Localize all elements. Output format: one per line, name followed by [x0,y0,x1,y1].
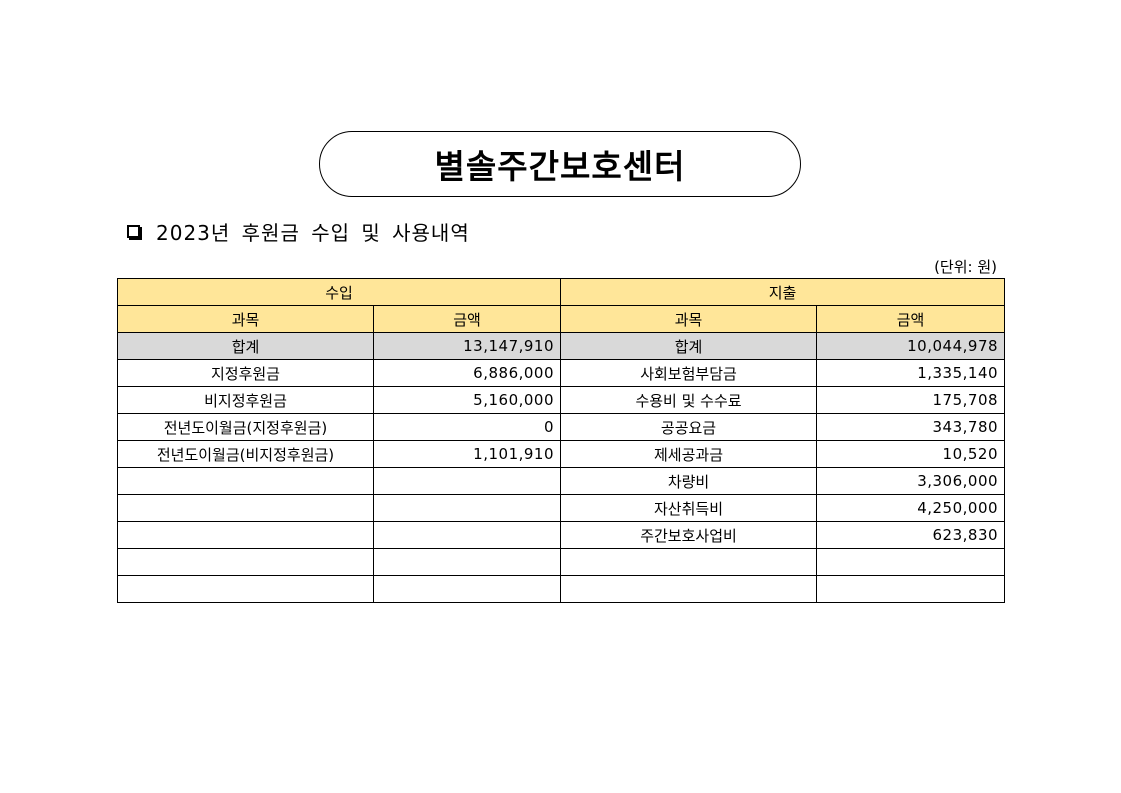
income-item: 전년도이월금(지정후원금) [117,413,374,441]
income-amount-header: 금액 [372,305,562,333]
expense-item: 차량비 [560,467,818,495]
section-heading-text: 2023년 후원금 수입 및 사용내역 [156,221,470,245]
unit-note: (단위: 원) [934,258,997,276]
checkbox-square-icon [127,225,140,238]
expense-total-amount: 10,044,978 [816,332,1006,360]
expense-item: 자산취득비 [560,494,818,522]
expense-amount: 1,335,140 [816,359,1006,387]
table-row: 비지정후원금 5,160,000 수용비 및 수수료 175,708 [117,386,1006,414]
table-row [117,548,1006,576]
expense-amount: 175,708 [816,386,1006,414]
income-amount: 6,886,000 [372,359,562,387]
expense-total-label: 합계 [560,332,818,360]
expense-item: 수용비 및 수수료 [560,386,818,414]
expense-item: 주간보호사업비 [560,521,818,549]
table-column-header-row: 과목 금액 과목 금액 [117,305,1006,333]
income-amount: 5,160,000 [372,386,562,414]
income-item [117,548,374,576]
expense-item-header: 과목 [560,305,818,333]
expense-item [560,575,818,603]
income-amount [372,494,562,522]
table-row: 차량비 3,306,000 [117,467,1006,495]
table-row: 자산취득비 4,250,000 [117,494,1006,522]
expense-amount: 3,306,000 [816,467,1006,495]
income-item [117,575,374,603]
expense-item [560,548,818,576]
income-amount: 0 [372,413,562,441]
expense-item: 공공요금 [560,413,818,441]
expense-amount: 10,520 [816,440,1006,468]
income-amount [372,548,562,576]
table-row: 전년도이월금(지정후원금) 0 공공요금 343,780 [117,413,1006,441]
income-item [117,467,374,495]
expense-item: 제세공과금 [560,440,818,468]
income-expense-table: 수입 지출 과목 금액 과목 금액 합계 13,147,910 합계 10,04… [116,278,1006,603]
income-total-amount: 13,147,910 [372,332,562,360]
income-total-label: 합계 [117,332,374,360]
section-heading: 2023년 후원금 수입 및 사용내역 [125,217,470,246]
total-row: 합계 13,147,910 합계 10,044,978 [117,332,1006,360]
expense-amount: 623,830 [816,521,1006,549]
income-item: 지정후원금 [117,359,374,387]
table-row: 주간보호사업비 623,830 [117,521,1006,549]
income-item: 전년도이월금(비지정후원금) [117,440,374,468]
expense-amount: 343,780 [816,413,1006,441]
income-amount: 1,101,910 [372,440,562,468]
expense-amount [816,575,1006,603]
income-header: 수입 [116,278,562,306]
income-amount [372,575,562,603]
income-amount [372,467,562,495]
income-item-header: 과목 [117,305,374,333]
income-item: 비지정후원금 [117,386,374,414]
income-item [117,521,374,549]
income-amount [372,521,562,549]
table-row: 전년도이월금(비지정후원금) 1,101,910 제세공과금 10,520 [117,440,1006,468]
expense-item: 사회보험부담금 [560,359,818,387]
expense-amount-header: 금액 [816,305,1006,333]
table-row [117,575,1006,603]
table-group-header-row: 수입 지출 [116,278,1006,306]
title-box: 별솔주간보호센터 [319,131,801,197]
expense-header: 지출 [560,278,1006,306]
income-item [117,494,374,522]
table-row: 지정후원금 6,886,000 사회보험부담금 1,335,140 [117,359,1006,387]
document-title: 별솔주간보호센터 [434,147,686,186]
expense-amount [816,548,1006,576]
expense-amount: 4,250,000 [816,494,1006,522]
